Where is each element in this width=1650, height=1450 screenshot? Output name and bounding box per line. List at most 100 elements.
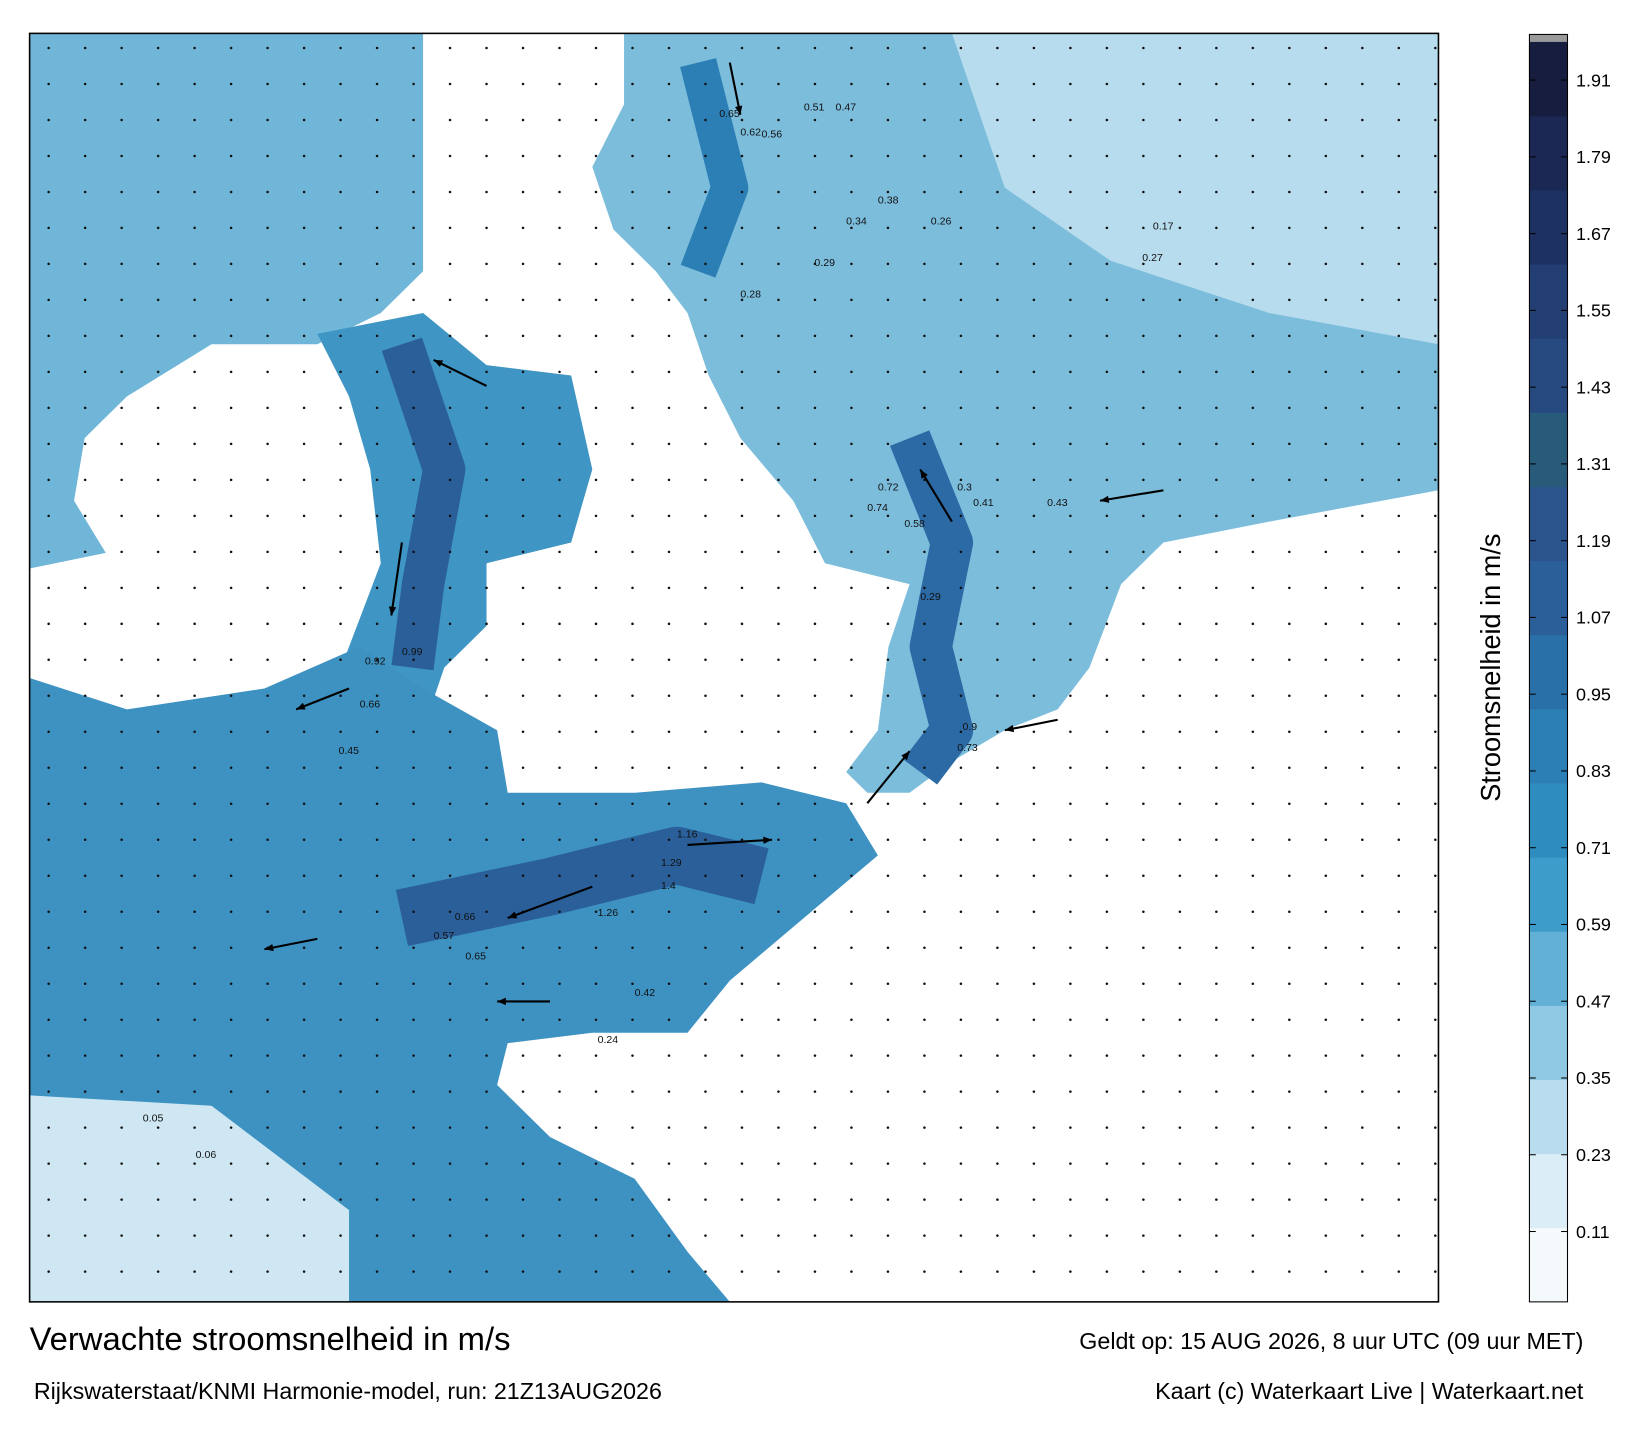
grid-dot bbox=[740, 730, 744, 734]
grid-dot bbox=[193, 226, 196, 230]
grid-dot bbox=[229, 802, 233, 806]
grid-dot bbox=[959, 190, 963, 194]
grid-dot bbox=[266, 622, 269, 626]
value-label: 0.66 bbox=[455, 911, 476, 923]
grid-dot bbox=[886, 730, 890, 734]
colorbar-tick-label: 1.19 bbox=[1576, 531, 1611, 551]
grid-dot bbox=[375, 46, 379, 50]
grid-dot bbox=[886, 1054, 890, 1057]
grid-dot bbox=[558, 1198, 561, 1201]
grid-dot bbox=[704, 298, 707, 302]
grid-dot bbox=[375, 766, 379, 770]
grid-dot bbox=[375, 1018, 379, 1021]
grid-dot bbox=[850, 766, 853, 770]
grid-dot bbox=[631, 190, 634, 194]
grid-dot bbox=[631, 370, 634, 374]
grid-dot bbox=[1032, 478, 1036, 482]
grid-dot bbox=[996, 910, 999, 913]
arrow-head bbox=[388, 606, 397, 616]
grid-dot bbox=[120, 370, 123, 374]
grid-dot bbox=[996, 1018, 999, 1021]
grid-dot bbox=[631, 1270, 634, 1273]
grid-dot bbox=[813, 370, 817, 374]
grid-dot bbox=[558, 442, 561, 446]
grid-dot bbox=[704, 586, 707, 590]
grid-dot bbox=[120, 406, 123, 410]
value-label: 0.65 bbox=[719, 108, 740, 120]
grid-dot bbox=[521, 982, 525, 985]
grid-dot bbox=[229, 514, 233, 518]
grid-dot bbox=[156, 586, 160, 590]
grid-dot bbox=[996, 118, 999, 122]
grid-dot bbox=[375, 550, 379, 554]
grid-dot bbox=[339, 586, 342, 590]
grid-dot bbox=[266, 694, 269, 698]
grid-dot bbox=[1105, 1090, 1109, 1093]
grid-dot bbox=[558, 262, 561, 266]
grid-dot bbox=[1288, 586, 1291, 590]
grid-dot bbox=[266, 1018, 269, 1021]
grid-dot bbox=[631, 1126, 634, 1129]
grid-dot bbox=[229, 910, 233, 913]
grid-dot bbox=[704, 442, 707, 446]
grid-dot bbox=[740, 622, 744, 626]
grid-dot bbox=[1178, 838, 1182, 841]
grid-dot bbox=[1288, 334, 1291, 338]
grid-dot bbox=[1397, 298, 1401, 302]
grid-dot bbox=[1361, 694, 1364, 698]
grid-dot bbox=[156, 262, 160, 266]
grid-dot bbox=[1069, 118, 1072, 122]
grid-dot bbox=[193, 298, 196, 302]
grid-dot bbox=[631, 1198, 634, 1201]
grid-dot bbox=[923, 334, 926, 338]
grid-dot bbox=[667, 1198, 671, 1201]
grid-dot bbox=[959, 694, 963, 698]
grid-dot bbox=[558, 1162, 561, 1165]
grid-dot bbox=[777, 370, 780, 374]
grid-dot bbox=[120, 226, 123, 230]
grid-dot bbox=[1397, 118, 1401, 122]
grid-dot bbox=[1178, 1018, 1182, 1021]
grid-dot bbox=[1324, 298, 1328, 302]
grid-dot bbox=[47, 478, 50, 482]
grid-dot bbox=[1361, 370, 1364, 374]
grid-dot bbox=[120, 982, 123, 985]
grid-dot bbox=[412, 370, 415, 374]
grid-dot bbox=[923, 622, 926, 626]
grid-dot bbox=[704, 550, 707, 554]
grid-dot bbox=[777, 46, 780, 50]
grid-dot bbox=[156, 622, 160, 626]
grid-dot bbox=[339, 46, 342, 50]
grid-dot bbox=[375, 262, 379, 266]
grid-dot bbox=[266, 910, 269, 913]
grid-dot bbox=[375, 334, 379, 338]
grid-dot bbox=[1178, 802, 1182, 806]
grid-dot bbox=[83, 1126, 87, 1129]
grid-dot bbox=[448, 802, 452, 806]
grid-dot bbox=[594, 334, 598, 338]
grid-dot bbox=[923, 154, 926, 158]
grid-dot bbox=[704, 730, 707, 734]
grid-dot bbox=[83, 46, 87, 50]
grid-dot bbox=[996, 1054, 999, 1057]
grid-dot bbox=[521, 226, 525, 230]
grid-dot bbox=[448, 82, 452, 86]
grid-dot bbox=[485, 226, 488, 230]
grid-dot bbox=[1434, 910, 1437, 913]
grid-dot bbox=[996, 82, 999, 86]
grid-dot bbox=[302, 118, 306, 122]
grid-dot bbox=[1142, 550, 1145, 554]
grid-dot bbox=[1251, 334, 1255, 338]
grid-dot bbox=[704, 226, 707, 230]
grid-dot bbox=[156, 838, 160, 841]
grid-dot bbox=[448, 766, 452, 770]
grid-dot bbox=[631, 442, 634, 446]
grid-dot bbox=[302, 694, 306, 698]
grid-dot bbox=[850, 730, 853, 734]
grid-dot bbox=[1361, 946, 1364, 949]
grid-dot bbox=[594, 46, 598, 50]
grid-dot bbox=[959, 1054, 963, 1057]
value-label: 0.66 bbox=[360, 698, 381, 710]
grid-dot bbox=[1178, 334, 1182, 338]
grid-dot bbox=[923, 550, 926, 554]
